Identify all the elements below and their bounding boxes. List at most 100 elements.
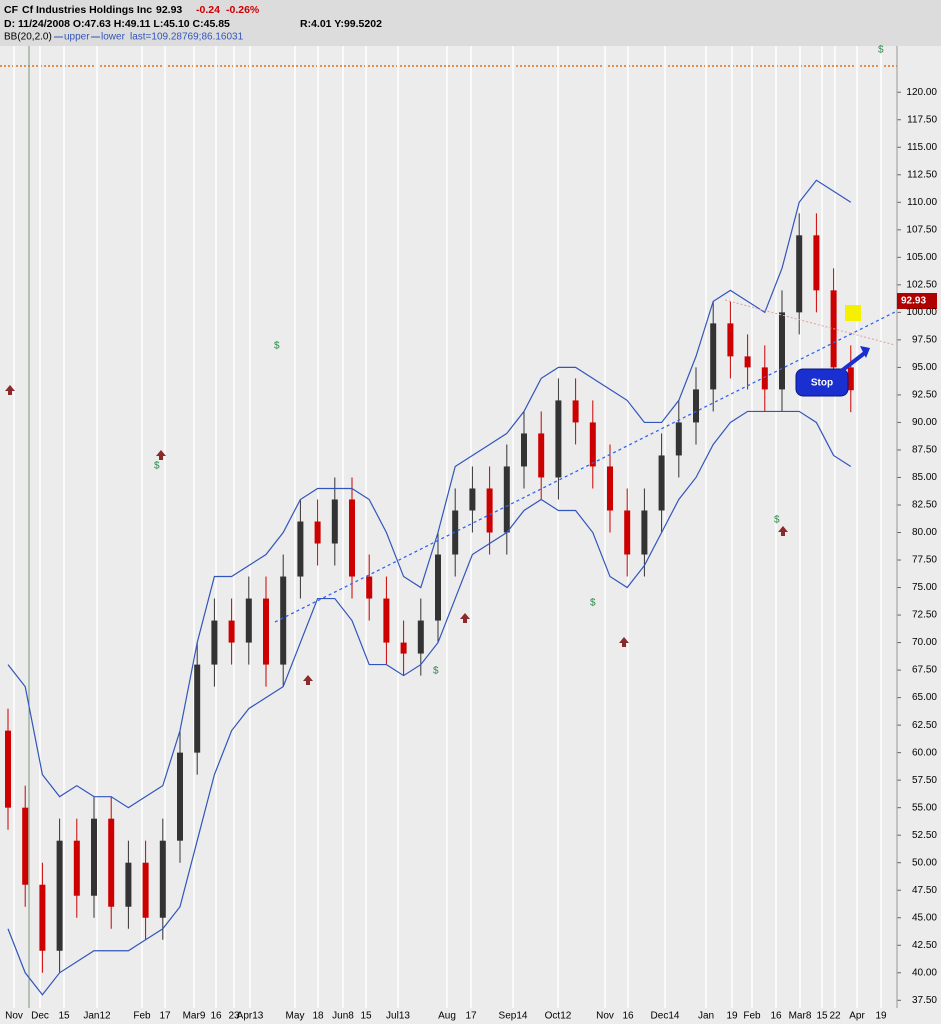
x-tick-label: Mar9 <box>183 1011 206 1022</box>
y-tick-label: 105.00 <box>906 252 937 263</box>
y-tick-label: 50.00 <box>912 857 937 868</box>
y-tick-label: 90.00 <box>912 417 937 428</box>
candle-body <box>108 818 115 907</box>
icon: $ <box>154 461 160 472</box>
icon <box>460 613 470 623</box>
candle-body <box>761 367 768 390</box>
y-tick-label: 45.00 <box>912 912 937 923</box>
x-tick-label: Feb <box>133 1011 151 1022</box>
y-tick-label: 80.00 <box>912 527 937 538</box>
candle-body <box>521 433 527 467</box>
candle-body <box>39 884 46 951</box>
icon: $ <box>590 598 596 609</box>
x-tick-label: 19 <box>726 1011 738 1022</box>
candle-body <box>194 664 201 753</box>
candle-body <box>847 367 854 391</box>
callout <box>795 368 849 397</box>
band-line <box>7 179 852 809</box>
y-tick-label: 117.50 <box>907 114 937 125</box>
callout-arrow <box>838 350 868 374</box>
y-tick-label: 75.00 <box>912 582 937 593</box>
candle-body <box>744 356 751 368</box>
candle-body <box>693 389 699 423</box>
legend-lower: lower <box>101 32 126 43</box>
x-tick-label: Oct12 <box>545 1011 572 1022</box>
y-tick-label: 92.50 <box>912 390 937 401</box>
candle-body <box>452 510 459 555</box>
x-tick-label: Dec <box>31 1011 49 1022</box>
icon <box>303 675 313 685</box>
x-tick-label: 17 <box>465 1011 477 1022</box>
x-tick-label: 15 <box>360 1011 372 1022</box>
header-bar <box>0 0 941 46</box>
price-tag-label: 92.93 <box>901 296 926 307</box>
y-tick-label: 102.50 <box>906 279 937 290</box>
x-tick-label: 15 <box>58 1011 70 1022</box>
candle-body <box>796 235 803 313</box>
y-tick-label: 37.50 <box>912 995 937 1006</box>
candle-body <box>555 400 562 478</box>
candle-body <box>159 840 166 918</box>
candle-body <box>314 521 321 544</box>
y-tick-label: 40.00 <box>912 967 937 978</box>
x-tick-label: Feb <box>743 1011 761 1022</box>
callout-arrowhead <box>860 346 870 358</box>
candle-body <box>280 576 287 665</box>
y-tick-label: 115.00 <box>907 142 937 153</box>
candle-body <box>245 598 252 643</box>
y-tick-label: 47.50 <box>912 885 937 896</box>
x-tick-label: 22 <box>829 1011 841 1022</box>
candle-body <box>813 235 820 291</box>
candle-body <box>572 400 579 423</box>
trend-line <box>274 311 896 623</box>
candle-body <box>228 620 235 643</box>
x-tick-label: Jun8 <box>332 1011 354 1022</box>
candle-body <box>624 510 631 555</box>
candle-body <box>383 598 390 643</box>
x-tick-label: 23 <box>228 1011 240 1022</box>
candle-body <box>779 312 785 390</box>
candle-body <box>727 323 734 357</box>
last-price: 92.93 <box>156 4 182 16</box>
y-tick-label: 67.50 <box>912 665 937 676</box>
bb-label: BB(20,2.0) <box>4 32 52 43</box>
bar-detail: D: 11/24/2008 O:47.63 H:49.11 L:45.10 C:… <box>4 18 230 30</box>
price-tag <box>897 293 937 309</box>
x-tick-label: Mar8 <box>789 1011 812 1022</box>
y-tick-label: 52.50 <box>912 830 937 841</box>
y-tick-label: 42.50 <box>912 940 937 951</box>
candle-body <box>417 620 424 654</box>
icon: $ <box>433 666 439 677</box>
candle-body <box>297 521 304 577</box>
candle-body <box>22 807 29 885</box>
x-tick-label: Dec14 <box>651 1011 680 1022</box>
candle-body <box>675 422 682 456</box>
arrow-icons <box>5 385 788 685</box>
x-tick-label: 16 <box>210 1011 222 1022</box>
bb-last: last=109.28769;86.16031 <box>130 32 244 43</box>
candle-body <box>142 862 149 918</box>
candle-body <box>538 433 545 478</box>
dividend-icons: $ $ $ $ $ $ <box>154 45 884 677</box>
candle-body <box>56 840 63 951</box>
y-tick-label: 85.00 <box>912 472 937 483</box>
legend-upper: upper <box>64 32 90 43</box>
x-tick-label: Jan <box>698 1011 714 1022</box>
y-tick-label: 112.50 <box>907 169 937 180</box>
change-pct: -0.26% <box>226 4 260 16</box>
change: -0.24 <box>196 4 220 16</box>
candle-body <box>469 488 476 511</box>
x-tick-label: Jan12 <box>83 1011 111 1022</box>
x-tick-label: 16 <box>770 1011 782 1022</box>
y-tick-label: 65.00 <box>912 692 937 703</box>
x-tick-label: Nov <box>5 1011 23 1022</box>
candle-body <box>658 455 665 511</box>
candle-body <box>607 466 613 511</box>
candle-body <box>710 323 717 390</box>
symbol: CF <box>4 4 19 16</box>
y-tick-label: 57.50 <box>912 775 937 786</box>
candle-body <box>211 620 218 665</box>
icon: $ <box>878 45 884 56</box>
